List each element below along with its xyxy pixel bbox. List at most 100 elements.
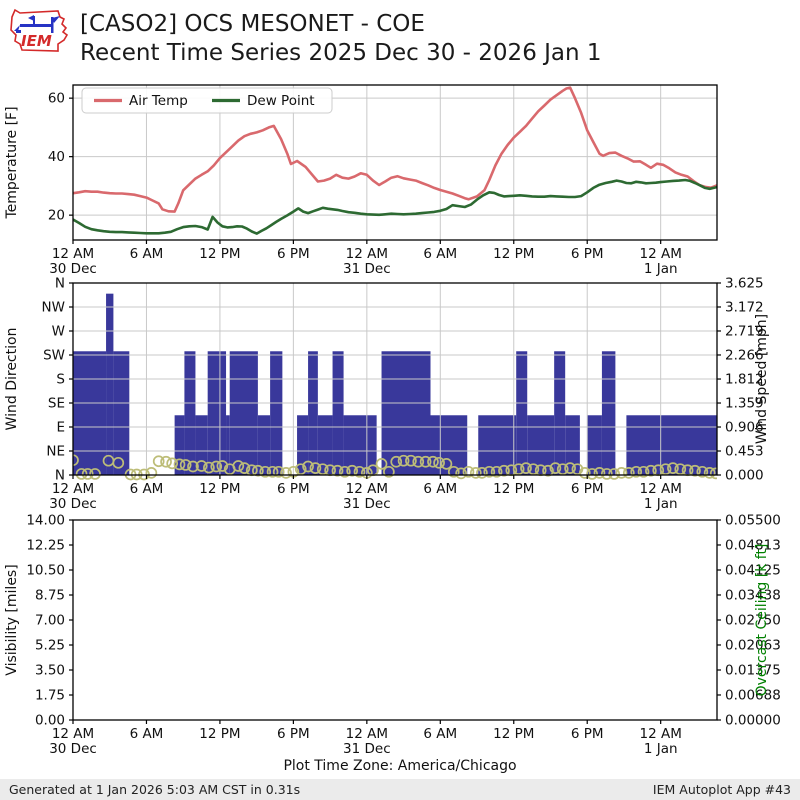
wind-direction-bar (270, 351, 283, 475)
wind-speed-marker (427, 455, 439, 468)
x-date-label: 1 Jan (644, 261, 678, 277)
y-axis-label: Wind Direction (4, 328, 20, 431)
generated-at: Generated at 1 Jan 2026 5:03 AM CST in 0… (9, 782, 301, 797)
y2-tick-label: 3.625 (725, 276, 764, 292)
wind-direction-bar (516, 351, 528, 475)
y2-tick-label: 0.04125 (725, 563, 781, 579)
wind-speed-marker (419, 455, 432, 468)
x-tick-label: 12 PM (199, 246, 240, 262)
x-tick-label: 12 AM (346, 481, 388, 497)
wind-speed-marker (476, 467, 488, 479)
wind-speed-marker (586, 468, 598, 480)
y2-tick-label: 0.00688 (725, 687, 781, 703)
x-date-label: 1 Jan (644, 496, 678, 512)
x-tick-label: 12 AM (52, 726, 94, 742)
y-tick-label: 5.25 (35, 638, 65, 654)
wind-speed-marker (615, 467, 628, 479)
y-tick-label: 20 (48, 208, 65, 224)
wind-speed-marker (259, 465, 272, 478)
wind-direction-bar (297, 415, 309, 475)
y2-tick-label: 0.01375 (725, 663, 781, 679)
y2-axis-label: Wind Speed [mph] (754, 314, 770, 444)
wind-speed-marker (179, 459, 192, 471)
wind-speed-marker (73, 454, 79, 467)
wind-speed-marker (375, 458, 388, 470)
x-tick-label: 12 AM (640, 246, 682, 262)
y2-tick-label: 0.03438 (725, 587, 781, 603)
x-tick-label: 12 AM (346, 246, 388, 262)
timezone-note: Plot Time Zone: America/Chicago (283, 758, 517, 774)
y2-tick-label: 0.02750 (725, 613, 781, 629)
y-tick-label: N (55, 468, 65, 484)
wind-direction-bar (332, 351, 344, 475)
wind-direction-bar (113, 351, 130, 475)
wind-direction-bar (587, 415, 602, 475)
title-line1: [CASO2] OCS MESONET - COE (80, 11, 425, 37)
wind-speed-marker (331, 464, 344, 477)
y2-tick-label: 0.000 (725, 468, 764, 484)
y-tick-label: 7.00 (35, 613, 65, 629)
x-date-label: 1 Jan (644, 741, 678, 757)
wind-speed-marker (112, 456, 125, 469)
wind-speed-marker (266, 465, 279, 478)
x-date-label: 31 Dec (343, 496, 391, 512)
y2-tick-label: 0.05500 (725, 513, 781, 529)
wind-speed-marker (166, 457, 179, 470)
footer-bar: Generated at 1 Jan 2026 5:03 AM CST in 0… (0, 779, 800, 800)
wind-direction-bar (106, 293, 114, 475)
wind-speed-marker (195, 460, 208, 472)
x-date-label: 31 Dec (343, 741, 391, 757)
legend-label: Dew Point (247, 93, 315, 109)
wind-direction-bar (317, 415, 333, 475)
x-tick-label: 6 AM (423, 246, 457, 262)
wind-speed-marker (216, 460, 229, 472)
wind-speed-marker (549, 462, 562, 474)
y2-tick-label: 1.359 (725, 396, 764, 412)
wind-speed-marker (564, 462, 576, 474)
wind-speed-marker (346, 464, 358, 477)
x-tick-label: 6 PM (571, 246, 604, 262)
wind-speed-marker (252, 464, 264, 477)
wind-speed-marker (498, 464, 510, 477)
x-tick-label: 6 PM (277, 246, 310, 262)
x-tick-label: 6 AM (130, 246, 164, 262)
wind-speed-marker (462, 465, 475, 478)
series-line-air-temp (73, 86, 717, 213)
wind-speed-marker (160, 455, 172, 468)
wind-speed-marker (622, 467, 635, 479)
y-tick-label: 8.75 (35, 588, 65, 604)
x-date-label: 30 Dec (49, 496, 97, 512)
wind-speed-marker (173, 458, 186, 471)
wind-speed-marker (527, 463, 540, 476)
wind-direction-bar (195, 415, 208, 475)
logo-text: IEM (21, 32, 52, 50)
wind-speed-marker (542, 464, 554, 477)
x-date-label: 31 Dec (343, 261, 391, 277)
x-tick-label: 12 PM (199, 481, 240, 497)
y-axis-label: Temperature [F] (4, 106, 20, 219)
iem-logo: IEM (10, 8, 69, 52)
y-tick-label: 1.75 (35, 688, 65, 704)
x-tick-label: 6 AM (130, 481, 164, 497)
wind-speed-marker (469, 467, 482, 479)
x-tick-label: 6 PM (571, 726, 604, 742)
y-tick-label: 14.00 (26, 513, 65, 529)
x-tick-label: 6 PM (571, 481, 604, 497)
wind-speed-marker (89, 468, 101, 480)
wind-speed-marker (600, 468, 613, 480)
y-axis-label: Visibility [miles] (4, 564, 20, 675)
wind-speed-marker (447, 465, 460, 478)
wind-direction-bar (229, 351, 258, 475)
wind-speed-marker (674, 463, 687, 476)
y-tick-label: 12.25 (26, 538, 65, 554)
y-tick-label: E (56, 420, 65, 436)
x-tick-label: 12 PM (493, 726, 534, 742)
wind-speed-marker (556, 463, 569, 476)
legend-box (81, 87, 333, 114)
wind-direction-bar (601, 351, 616, 475)
x-tick-label: 6 AM (423, 481, 457, 497)
wind-speed-marker (405, 454, 417, 467)
wind-speed-marker (187, 460, 199, 473)
